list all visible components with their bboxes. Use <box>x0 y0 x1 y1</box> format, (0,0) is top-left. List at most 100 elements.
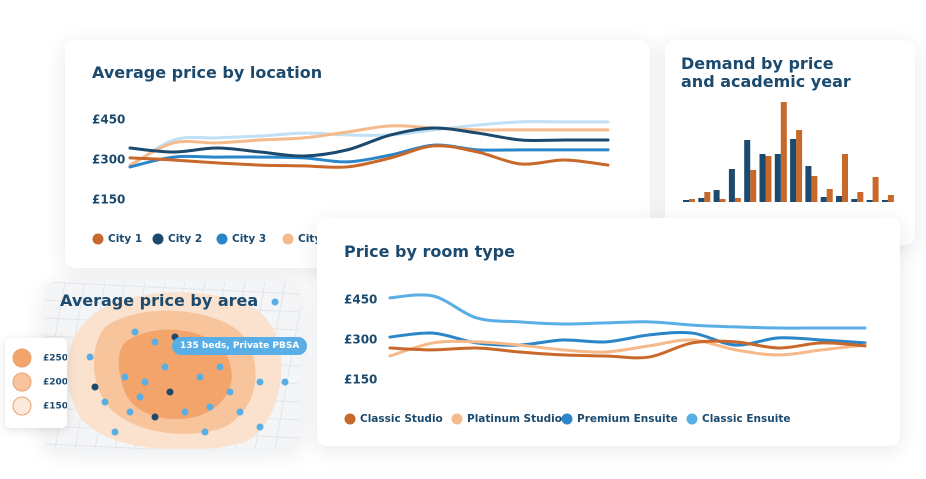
chart-title: Demand by price and academic year <box>681 54 851 91</box>
legend-label: Premium Ensuite <box>577 413 678 425</box>
bar <box>719 199 726 202</box>
series-line <box>128 143 610 169</box>
property-dot <box>141 378 149 386</box>
bar <box>734 198 741 202</box>
y-tick-label: £300 <box>92 153 125 167</box>
map-tooltip: 135 beds, Private PBSA <box>172 337 308 355</box>
card-map: Average price by area <box>45 282 300 449</box>
bar <box>796 130 803 202</box>
legend: £250 £200 £150 <box>12 348 67 416</box>
bar <box>790 139 797 202</box>
legend-label: Classic Studio <box>360 413 443 425</box>
series-line <box>388 339 867 360</box>
bar <box>842 154 848 202</box>
property-dot <box>126 408 134 416</box>
chart-title: Price by room type <box>344 242 515 261</box>
bar <box>811 176 818 202</box>
bar <box>744 140 751 202</box>
bar <box>826 189 833 202</box>
series-line <box>128 126 610 158</box>
bar <box>780 102 787 202</box>
property-dot <box>151 338 159 346</box>
chart-title: Average price by location <box>92 63 323 82</box>
legend-label: £150 <box>43 402 67 412</box>
bar <box>750 170 757 202</box>
property-dot <box>161 363 169 371</box>
bar <box>765 156 772 202</box>
property-dot <box>216 363 224 371</box>
legend-label: £200 <box>43 378 67 388</box>
bar <box>836 196 842 202</box>
legend-label: £250 <box>43 354 67 364</box>
y-tick-label: £300 <box>344 333 377 347</box>
bar <box>872 177 879 202</box>
property-dot <box>101 398 109 406</box>
legend-marker <box>686 413 698 425</box>
property-dot <box>281 378 289 386</box>
legend-swatch <box>12 372 32 392</box>
legend-label: City 1 <box>108 233 142 245</box>
property-dot <box>256 378 264 386</box>
bar <box>689 199 695 202</box>
property-dot <box>111 428 119 436</box>
card-demand: Demand by price and academic year 2025-2… <box>665 40 915 245</box>
map-title: Average price by area <box>60 291 259 310</box>
property-dot <box>136 393 144 401</box>
series-line <box>388 293 867 330</box>
map-legend: £250 £200 £150 <box>5 338 67 428</box>
bar <box>704 192 711 202</box>
property-dot <box>166 388 174 396</box>
bar <box>851 199 858 202</box>
map <box>45 282 300 449</box>
bar <box>698 198 705 202</box>
bar <box>774 154 781 202</box>
legend-swatch <box>12 396 32 416</box>
series-line <box>128 144 610 169</box>
bar <box>857 192 864 202</box>
legend-swatch <box>12 348 32 368</box>
y-tick-label: £450 <box>344 293 377 307</box>
bar <box>805 166 812 202</box>
property-dot <box>91 383 99 391</box>
property-dot <box>256 423 264 431</box>
bar <box>866 200 873 202</box>
bar <box>683 200 689 202</box>
series-line <box>388 330 867 347</box>
series-line <box>388 338 867 358</box>
y-tick-label: £450 <box>92 113 125 127</box>
card-room-type: Price by room type £450 £300 £150 Classic S… <box>317 218 900 446</box>
property-dot <box>271 298 279 306</box>
property-dot <box>226 388 234 396</box>
chart: £450 £300 £150 Classic Studio Platinum Studi… <box>344 293 867 425</box>
legend-marker <box>152 233 164 245</box>
property-dot <box>131 328 139 336</box>
legend-label: Platinum Studio <box>467 413 562 425</box>
property-dot <box>121 373 129 381</box>
bar <box>887 195 894 202</box>
property-dot <box>201 428 209 436</box>
property-dot <box>206 403 214 411</box>
property-dot <box>151 413 159 421</box>
street <box>45 443 162 449</box>
series-line <box>128 124 610 167</box>
legend-label: City 3 <box>232 233 266 245</box>
property-dot <box>196 373 204 381</box>
street <box>45 282 300 295</box>
y-tick-label: £150 <box>92 193 125 207</box>
bar <box>759 154 766 202</box>
series-line <box>128 120 610 169</box>
legend-marker <box>344 413 356 425</box>
property-dot <box>181 408 189 416</box>
legend-label: Classic Ensuite <box>702 413 790 425</box>
legend-marker <box>282 233 294 245</box>
property-dot <box>86 353 94 361</box>
y-tick-label: £150 <box>344 373 377 387</box>
property-dot <box>236 408 244 416</box>
legend-marker <box>92 233 104 245</box>
bar <box>713 190 720 202</box>
legend-marker <box>561 413 573 425</box>
bar <box>728 169 735 202</box>
chart: 2025-262024-25 <box>679 102 894 230</box>
